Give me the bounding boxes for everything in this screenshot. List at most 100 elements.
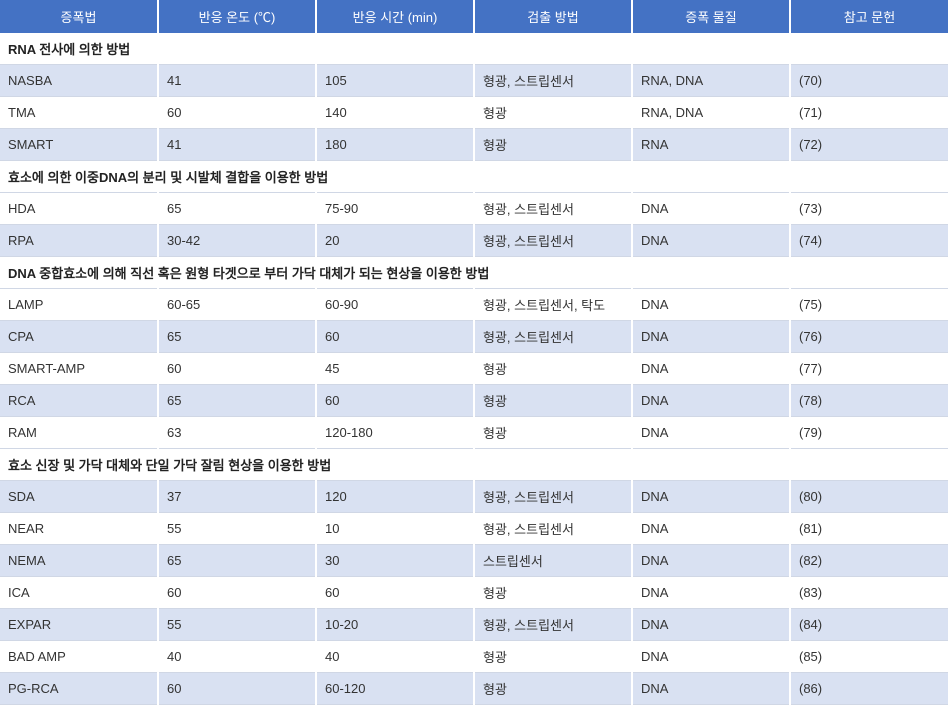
section-row: 효소에 의한 이중DNA의 분리 및 시발체 결합을 이용한 방법 bbox=[0, 161, 948, 193]
cell-detect: 형광, 스트립센서 bbox=[474, 513, 632, 545]
table-row: NEMA6530스트립센서DNA(82) bbox=[0, 545, 948, 577]
cell-method: ICA bbox=[0, 577, 158, 609]
cell-subst: DNA bbox=[632, 545, 790, 577]
table-row: SMART41180형광RNA(72) bbox=[0, 129, 948, 161]
cell-detect: 형광, 스트립센서 bbox=[474, 321, 632, 353]
cell-temp: 30-42 bbox=[158, 225, 316, 257]
section-title: DNA 중합효소에 의해 직선 혹은 원형 타겟으로 부터 가닥 대체가 되는 … bbox=[0, 257, 948, 289]
header-temp: 반응 온도 (℃) bbox=[158, 0, 316, 33]
cell-temp: 55 bbox=[158, 609, 316, 641]
cell-temp: 60 bbox=[158, 353, 316, 385]
header-ref: 참고 문헌 bbox=[790, 0, 948, 33]
cell-detect: 형광, 스트립센서, 탁도 bbox=[474, 289, 632, 321]
header-detect: 검출 방법 bbox=[474, 0, 632, 33]
section-title: 효소 신장 및 가닥 대체와 단일 가닥 잘림 현상을 이용한 방법 bbox=[0, 449, 948, 481]
cell-ref: (78) bbox=[790, 385, 948, 417]
cell-subst: DNA bbox=[632, 641, 790, 673]
table-row: LAMP60-6560-90형광, 스트립센서, 탁도DNA(75) bbox=[0, 289, 948, 321]
table-row: RAM63120-180형광DNA(79) bbox=[0, 417, 948, 449]
cell-detect: 형광 bbox=[474, 641, 632, 673]
table-row: SDA37120형광, 스트립센서DNA(80) bbox=[0, 481, 948, 513]
cell-time: 10-20 bbox=[316, 609, 474, 641]
table-row: RPA30-4220형광, 스트립센서DNA(74) bbox=[0, 225, 948, 257]
cell-detect: 형광 bbox=[474, 385, 632, 417]
cell-ref: (82) bbox=[790, 545, 948, 577]
cell-method: TMA bbox=[0, 97, 158, 129]
cell-ref: (83) bbox=[790, 577, 948, 609]
cell-ref: (74) bbox=[790, 225, 948, 257]
cell-time: 75-90 bbox=[316, 193, 474, 225]
header-subst: 증폭 물질 bbox=[632, 0, 790, 33]
cell-subst: DNA bbox=[632, 353, 790, 385]
cell-time: 30 bbox=[316, 545, 474, 577]
cell-ref: (80) bbox=[790, 481, 948, 513]
cell-temp: 65 bbox=[158, 545, 316, 577]
cell-detect: 스트립센서 bbox=[474, 545, 632, 577]
cell-subst: DNA bbox=[632, 225, 790, 257]
cell-ref: (81) bbox=[790, 513, 948, 545]
cell-temp: 65 bbox=[158, 321, 316, 353]
table-row: ICA6060형광DNA(83) bbox=[0, 577, 948, 609]
cell-ref: (79) bbox=[790, 417, 948, 449]
cell-detect: 형광 bbox=[474, 417, 632, 449]
table-row: EXPAR5510-20형광, 스트립센서DNA(84) bbox=[0, 609, 948, 641]
cell-temp: 63 bbox=[158, 417, 316, 449]
cell-time: 20 bbox=[316, 225, 474, 257]
cell-detect: 형광, 스트립센서 bbox=[474, 609, 632, 641]
cell-subst: DNA bbox=[632, 289, 790, 321]
cell-ref: (71) bbox=[790, 97, 948, 129]
section-row: DNA 중합효소에 의해 직선 혹은 원형 타겟으로 부터 가닥 대체가 되는 … bbox=[0, 257, 948, 289]
cell-ref: (77) bbox=[790, 353, 948, 385]
cell-method: SMART bbox=[0, 129, 158, 161]
cell-time: 60-120 bbox=[316, 673, 474, 705]
cell-subst: DNA bbox=[632, 577, 790, 609]
cell-detect: 형광, 스트립센서 bbox=[474, 193, 632, 225]
cell-time: 180 bbox=[316, 129, 474, 161]
cell-time: 60-90 bbox=[316, 289, 474, 321]
cell-ref: (76) bbox=[790, 321, 948, 353]
cell-time: 10 bbox=[316, 513, 474, 545]
cell-detect: 형광, 스트립센서 bbox=[474, 65, 632, 97]
section-row: 효소 신장 및 가닥 대체와 단일 가닥 잘림 현상을 이용한 방법 bbox=[0, 449, 948, 481]
cell-detect: 형광 bbox=[474, 97, 632, 129]
header-time: 반응 시간 (min) bbox=[316, 0, 474, 33]
cell-time: 60 bbox=[316, 385, 474, 417]
cell-method: EXPAR bbox=[0, 609, 158, 641]
cell-detect: 형광 bbox=[474, 577, 632, 609]
cell-ref: (72) bbox=[790, 129, 948, 161]
amplification-methods-table: 증폭법 반응 온도 (℃) 반응 시간 (min) 검출 방법 증폭 물질 참고… bbox=[0, 0, 948, 705]
cell-subst: RNA, DNA bbox=[632, 97, 790, 129]
cell-method: NEMA bbox=[0, 545, 158, 577]
table-body: RNA 전사에 의한 방법NASBA41105형광, 스트립센서RNA, DNA… bbox=[0, 33, 948, 705]
cell-ref: (86) bbox=[790, 673, 948, 705]
cell-method: SMART-AMP bbox=[0, 353, 158, 385]
cell-temp: 60-65 bbox=[158, 289, 316, 321]
cell-method: LAMP bbox=[0, 289, 158, 321]
cell-time: 60 bbox=[316, 321, 474, 353]
cell-temp: 65 bbox=[158, 385, 316, 417]
table-row: RCA6560형광DNA(78) bbox=[0, 385, 948, 417]
cell-subst: RNA bbox=[632, 129, 790, 161]
cell-method: RCA bbox=[0, 385, 158, 417]
cell-method: NASBA bbox=[0, 65, 158, 97]
section-title: RNA 전사에 의한 방법 bbox=[0, 33, 948, 65]
table-row: HDA6575-90형광, 스트립센서DNA(73) bbox=[0, 193, 948, 225]
cell-subst: DNA bbox=[632, 481, 790, 513]
cell-method: SDA bbox=[0, 481, 158, 513]
cell-detect: 형광, 스트립센서 bbox=[474, 225, 632, 257]
table-header-row: 증폭법 반응 온도 (℃) 반응 시간 (min) 검출 방법 증폭 물질 참고… bbox=[0, 0, 948, 33]
cell-time: 120-180 bbox=[316, 417, 474, 449]
cell-time: 140 bbox=[316, 97, 474, 129]
cell-subst: DNA bbox=[632, 513, 790, 545]
cell-method: NEAR bbox=[0, 513, 158, 545]
cell-subst: DNA bbox=[632, 417, 790, 449]
cell-subst: DNA bbox=[632, 673, 790, 705]
table-row: NEAR5510형광, 스트립센서DNA(81) bbox=[0, 513, 948, 545]
section-title: 효소에 의한 이중DNA의 분리 및 시발체 결합을 이용한 방법 bbox=[0, 161, 948, 193]
cell-detect: 형광 bbox=[474, 129, 632, 161]
cell-time: 45 bbox=[316, 353, 474, 385]
cell-ref: (73) bbox=[790, 193, 948, 225]
cell-method: PG-RCA bbox=[0, 673, 158, 705]
cell-temp: 60 bbox=[158, 97, 316, 129]
header-method: 증폭법 bbox=[0, 0, 158, 33]
